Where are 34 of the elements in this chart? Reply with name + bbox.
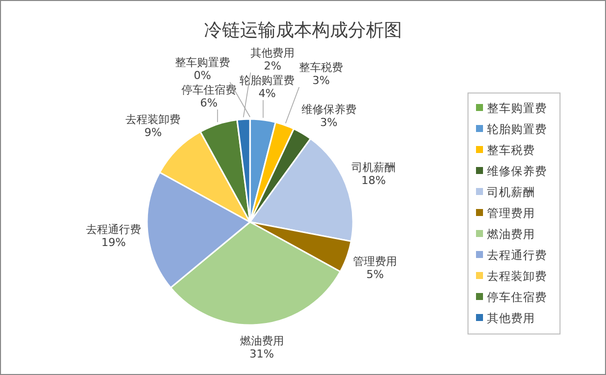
data-label: 2% bbox=[264, 60, 282, 73]
slice-label: 轮胎购置费 bbox=[240, 74, 295, 88]
slice-label: 司机薪酬 bbox=[352, 161, 396, 174]
legend-label: 管理费用 bbox=[487, 206, 535, 220]
data-label: 19% bbox=[101, 236, 126, 249]
slice-label: 去程通行费 bbox=[86, 222, 142, 236]
slice-label: 去程装卸费 bbox=[126, 113, 181, 126]
legend-label: 维修保养费 bbox=[487, 164, 547, 178]
data-label: 3% bbox=[320, 116, 338, 129]
data-label: 5% bbox=[366, 268, 384, 282]
legend-label: 去程装卸费 bbox=[487, 269, 547, 283]
data-label: 3% bbox=[312, 74, 330, 88]
slice-label: 燃油费用 bbox=[240, 334, 284, 348]
legend-label: 整车税费 bbox=[487, 143, 535, 157]
slice-label: 其他费用 bbox=[250, 46, 295, 60]
text: 0% bbox=[194, 69, 212, 82]
legend-label: 燃油费用 bbox=[487, 227, 535, 241]
slice-label: 停车住宿费 bbox=[181, 84, 236, 97]
legend-label: 去程通行费 bbox=[487, 248, 547, 262]
data-label: 18% bbox=[361, 174, 386, 188]
chart-title: 冷链运输成本构成分析图 bbox=[204, 20, 402, 41]
legend-label: 停车住宿费 bbox=[487, 290, 547, 304]
slice-label: 维修保养费 bbox=[301, 102, 356, 116]
slice-label: 管理费用 bbox=[353, 255, 398, 268]
slice-label: 整车税费 bbox=[299, 61, 344, 74]
legend-label: 其他费用 bbox=[487, 311, 535, 325]
legend-label: 整车购置费 bbox=[487, 101, 547, 115]
data-label: 31% bbox=[250, 347, 274, 360]
data-label: 9% bbox=[144, 126, 162, 140]
legend-label: 司机薪酬 bbox=[487, 185, 535, 199]
data-label: 6% bbox=[200, 96, 218, 110]
category-label: 整车购置费 bbox=[174, 56, 230, 70]
data-label: 4% bbox=[258, 87, 276, 100]
legend-label: 轮胎购置费 bbox=[487, 122, 547, 136]
